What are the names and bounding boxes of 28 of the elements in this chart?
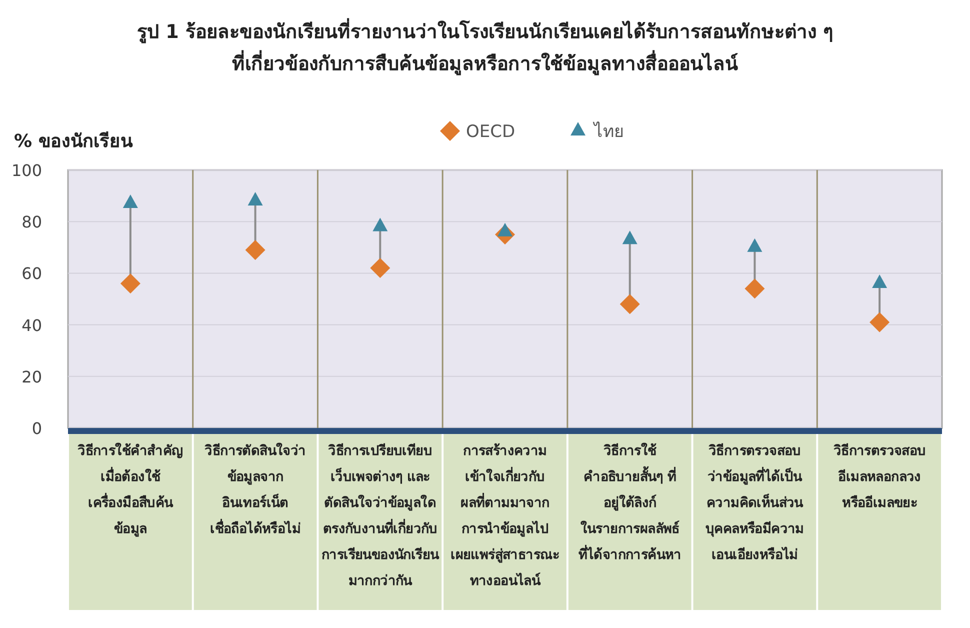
x-tick-label: วิธีการใช้ คำอธิบายสั้นๆ ที่ อยู่ใต้ลิงก์ ในรายการผลลัพธ์ ที่ได้จากการค้นหา — [578, 442, 682, 563]
x-tick-label: วิธีการใช้คำสำคัญ เมื่อต้องใช้ เครื่องมือสืบค้น ข้อมูล — [78, 442, 184, 537]
point — [248, 192, 263, 206]
point — [120, 274, 140, 294]
y-tick-label: 40 — [22, 316, 42, 335]
y-tick-label: 80 — [22, 212, 42, 232]
point — [245, 240, 266, 260]
x-tick-label: วิธีการตัดสินใจว่า ข้อมูลจาก อินเทอร์เน็ต เชื่อถือได้หรือไม่ — [204, 442, 306, 537]
x-tick-label: วิธีการตรวจสอบ ว่าข้อมูลที่ได้เป็น ความคิดเห็นส่วน บุคคลหรือมีความ เอนเอียงหรือไม่ — [706, 443, 804, 563]
y-tick-label: 20 — [22, 367, 42, 386]
point — [620, 294, 640, 314]
chart-title: รูป 1 ร้อยละของนักเรียนที่รายงานว่าในโรงเรียนนักเรียนเคยได้รับการสอนทักษะต่าง ๆ ที่เกี่ยวข้องกับการสืบค้นข้อมูลหรือการใช้ข้อมูลทางสื่อออนไลน์ — [136, 18, 834, 76]
y-tick-label: 60 — [22, 264, 42, 284]
point — [747, 238, 762, 252]
point — [622, 230, 638, 244]
x-tick-label: วิธีการเปรียบเทียบ เว็บเพจต่างๆ และ ตัดสินใจว่าข้อมูลใด ตรงกับงานที่เกี่ยวกับ การเรียนของนักเรียน มากกว่ากัน — [322, 443, 440, 589]
y-tick-label: 100 — [11, 161, 42, 180]
x-tick-label: การสร้างความ เข้าใจเกี่ยวกับ ผลที่ตามมาจาก การนำข้อมูลไป เผยแพร่สู่สาธารณะ ทางออนไลน์ — [450, 443, 560, 589]
point — [870, 312, 890, 332]
point — [370, 258, 390, 278]
point — [122, 194, 138, 208]
point — [744, 278, 765, 299]
x-tick-label: วิธีการตรวจสอบ อีเมลหลอกลวง หรืออีเมลขยะ — [833, 443, 926, 511]
y-tick-label: 0 — [32, 419, 42, 438]
point — [372, 218, 388, 232]
legend-label: OECD — [466, 122, 516, 142]
legend-label: ไทย — [592, 121, 624, 142]
y-axis-title: % ของนักเรียน — [14, 131, 134, 152]
